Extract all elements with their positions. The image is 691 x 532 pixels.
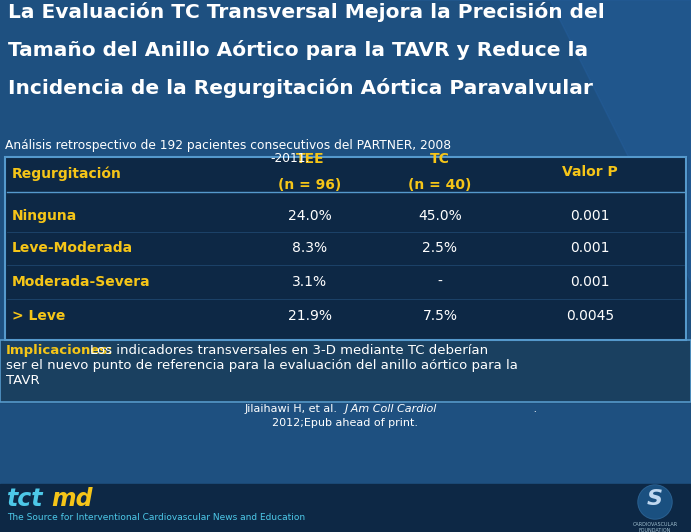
Text: md: md bbox=[51, 487, 93, 511]
Text: 3.1%: 3.1% bbox=[292, 275, 328, 289]
Text: Regurgitación: Regurgitación bbox=[12, 167, 122, 181]
Bar bbox=[0, 340, 691, 402]
Text: Análisis retrospectivo de 192 pacientes consecutivos del PARTNER, 2008: Análisis retrospectivo de 192 pacientes … bbox=[5, 139, 451, 152]
Polygon shape bbox=[400, 0, 691, 282]
Text: TC: TC bbox=[430, 152, 450, 166]
Text: Ninguna: Ninguna bbox=[12, 209, 77, 223]
Text: 0.001: 0.001 bbox=[570, 275, 609, 289]
Text: La Evaluación TC Transversal Mejora la Precisión del: La Evaluación TC Transversal Mejora la P… bbox=[8, 2, 605, 22]
Bar bbox=[0, 484, 691, 532]
Text: ser el nuevo punto de referencia para la evaluación del anillo aórtico para la: ser el nuevo punto de referencia para la… bbox=[6, 359, 518, 372]
Text: J Am Coll Cardiol: J Am Coll Cardiol bbox=[345, 404, 437, 414]
Text: 2012;Epub ahead of print.: 2012;Epub ahead of print. bbox=[272, 418, 418, 428]
Text: 0.001: 0.001 bbox=[570, 241, 609, 255]
Text: .: . bbox=[530, 404, 537, 414]
Circle shape bbox=[639, 486, 671, 518]
Text: Moderada-Severa: Moderada-Severa bbox=[12, 275, 151, 289]
Text: The Source for Interventional Cardiovascular News and Education: The Source for Interventional Cardiovasc… bbox=[7, 513, 305, 522]
Text: Los indicadores transversales en 3-D mediante TC deberían: Los indicadores transversales en 3-D med… bbox=[90, 344, 488, 357]
Bar bbox=[5, 157, 686, 340]
Text: (n = 40): (n = 40) bbox=[408, 178, 472, 192]
Text: Tamaño del Anillo Aórtico para la TAVR y Reduce la: Tamaño del Anillo Aórtico para la TAVR y… bbox=[8, 40, 588, 60]
Text: > Leve: > Leve bbox=[12, 309, 66, 323]
Text: Jilaihawi H, et al.: Jilaihawi H, et al. bbox=[245, 404, 345, 414]
Text: 8.3%: 8.3% bbox=[292, 241, 328, 255]
Text: 0.0045: 0.0045 bbox=[566, 309, 614, 323]
Text: 0.001: 0.001 bbox=[570, 209, 609, 223]
Text: TAVR: TAVR bbox=[6, 374, 39, 387]
Text: 45.0%: 45.0% bbox=[418, 209, 462, 223]
Text: Leve-Moderada: Leve-Moderada bbox=[12, 241, 133, 255]
Text: 24.0%: 24.0% bbox=[288, 209, 332, 223]
Bar bbox=[0, 340, 691, 402]
Bar bbox=[5, 157, 686, 340]
Circle shape bbox=[638, 485, 672, 519]
Text: CARDIOVASCULAR
FOUNDATION: CARDIOVASCULAR FOUNDATION bbox=[632, 522, 678, 532]
Text: -2011.: -2011. bbox=[270, 152, 310, 165]
Text: Valor P: Valor P bbox=[562, 165, 618, 179]
Text: (n = 96): (n = 96) bbox=[278, 178, 341, 192]
Text: 2.5%: 2.5% bbox=[422, 241, 457, 255]
Text: tct: tct bbox=[7, 487, 44, 511]
Text: -: - bbox=[437, 275, 442, 289]
Text: 21.9%: 21.9% bbox=[288, 309, 332, 323]
Text: 7.5%: 7.5% bbox=[422, 309, 457, 323]
Text: Implicaciones:: Implicaciones: bbox=[6, 344, 113, 357]
Text: S: S bbox=[647, 489, 663, 509]
Text: TEE: TEE bbox=[296, 152, 324, 166]
Text: Incidencia de la Regurgitación Aórtica Paravalvular: Incidencia de la Regurgitación Aórtica P… bbox=[8, 78, 593, 98]
